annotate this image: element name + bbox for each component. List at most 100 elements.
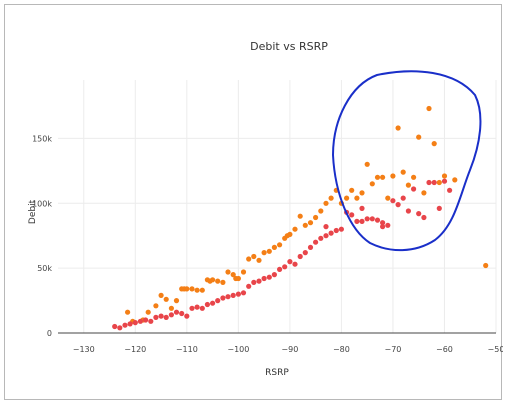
scatter-point-series-1[interactable] <box>261 250 267 256</box>
scatter-point-series-1[interactable] <box>359 190 365 196</box>
scatter-point-series-1[interactable] <box>271 244 277 250</box>
scatter-point-series-1[interactable] <box>189 286 195 292</box>
scatter-point-series-2[interactable] <box>235 291 241 297</box>
scatter-point-series-2[interactable] <box>194 304 200 310</box>
scatter-point-series-2[interactable] <box>307 244 314 250</box>
scatter-point-series-2[interactable] <box>282 264 288 270</box>
scatter-point-series-1[interactable] <box>441 173 448 179</box>
scatter-point-series-2[interactable] <box>220 295 226 301</box>
scatter-point-series-2[interactable] <box>400 195 406 201</box>
scatter-point-series-1[interactable] <box>225 269 231 275</box>
scatter-point-series-1[interactable] <box>385 195 391 201</box>
scatter-point-series-2[interactable] <box>385 222 391 228</box>
scatter-point-series-1[interactable] <box>297 213 303 219</box>
scatter-point-series-1[interactable] <box>411 174 417 180</box>
scatter-point-series-1[interactable] <box>421 190 427 196</box>
scatter-point-series-1[interactable] <box>364 161 370 167</box>
scatter-point-series-2[interactable] <box>416 211 422 217</box>
scatter-point-series-2[interactable] <box>292 261 298 267</box>
scatter-point-series-1[interactable] <box>374 174 381 180</box>
scatter-point-series-2[interactable] <box>349 212 355 218</box>
scatter-point-series-2[interactable] <box>112 323 118 330</box>
scatter-point-series-2[interactable] <box>246 283 252 289</box>
scatter-point-series-2[interactable] <box>302 250 308 256</box>
scatter-point-series-1[interactable] <box>163 296 169 302</box>
scatter-point-series-2[interactable] <box>287 259 293 265</box>
scatter-point-series-1[interactable] <box>328 195 334 201</box>
scatter-point-series-2[interactable] <box>318 235 324 241</box>
scatter-point-series-1[interactable] <box>344 195 350 201</box>
scatter-point-series-2[interactable] <box>369 216 375 222</box>
scatter-point-series-2[interactable] <box>297 253 303 260</box>
scatter-point-series-1[interactable] <box>251 253 257 260</box>
scatter-point-series-1[interactable] <box>318 208 324 214</box>
scatter-point-series-2[interactable] <box>132 320 138 326</box>
scatter-point-series-2[interactable] <box>137 318 143 324</box>
scatter-point-series-2[interactable] <box>199 305 205 311</box>
scatter-point-series-2[interactable] <box>323 233 329 239</box>
scatter-point-series-1[interactable] <box>426 105 432 112</box>
scatter-point-series-2[interactable] <box>426 179 432 186</box>
scatter-point-series-2[interactable] <box>323 224 329 230</box>
scatter-point-series-1[interactable] <box>168 305 174 311</box>
scatter-point-series-2[interactable] <box>277 266 283 272</box>
scatter-point-series-2[interactable] <box>374 217 381 223</box>
scatter-point-series-2[interactable] <box>148 318 154 324</box>
scatter-point-series-1[interactable] <box>323 200 329 206</box>
scatter-point-series-2[interactable] <box>380 220 386 226</box>
scatter-point-series-2[interactable] <box>266 274 272 280</box>
scatter-point-series-1[interactable] <box>395 125 401 131</box>
scatter-point-series-1[interactable] <box>416 134 422 140</box>
scatter-point-series-2[interactable] <box>204 301 210 308</box>
scatter-point-series-2[interactable] <box>333 227 339 234</box>
scatter-point-series-1[interactable] <box>452 177 458 183</box>
scatter-point-series-2[interactable] <box>441 178 448 184</box>
scatter-point-series-2[interactable] <box>313 239 319 245</box>
scatter-point-series-1[interactable] <box>287 231 293 237</box>
scatter-point-series-1[interactable] <box>199 287 205 293</box>
scatter-point-series-2[interactable] <box>168 312 174 318</box>
scatter-point-series-1[interactable] <box>240 269 247 275</box>
scatter-point-series-2[interactable] <box>436 205 442 211</box>
scatter-point-series-2[interactable] <box>143 317 149 323</box>
scatter-point-series-1[interactable] <box>266 248 272 254</box>
scatter-point-series-2[interactable] <box>328 230 334 236</box>
scatter-point-series-2[interactable] <box>184 313 190 319</box>
scatter-point-series-2[interactable] <box>117 325 123 331</box>
scatter-point-series-2[interactable] <box>447 187 453 193</box>
scatter-point-series-2[interactable] <box>225 294 231 300</box>
scatter-point-series-1[interactable] <box>256 257 262 263</box>
scatter-point-series-2[interactable] <box>405 208 411 214</box>
scatter-point-series-2[interactable] <box>230 292 236 298</box>
scatter-point-series-2[interactable] <box>251 279 257 285</box>
scatter-point-series-2[interactable] <box>359 205 365 211</box>
scatter-point-series-1[interactable] <box>235 275 241 282</box>
scatter-point-series-2[interactable] <box>256 278 262 284</box>
scatter-point-series-1[interactable] <box>307 220 314 226</box>
scatter-point-series-1[interactable] <box>153 303 159 309</box>
scatter-point-series-2[interactable] <box>411 186 417 192</box>
scatter-point-series-2[interactable] <box>364 216 370 222</box>
scatter-point-series-1[interactable] <box>354 195 360 201</box>
scatter-point-series-2[interactable] <box>261 275 267 282</box>
scatter-point-series-1[interactable] <box>436 179 442 186</box>
scatter-point-series-1[interactable] <box>158 292 164 298</box>
scatter-point-series-2[interactable] <box>390 198 396 204</box>
scatter-point-series-1[interactable] <box>145 309 151 315</box>
scatter-point-series-1[interactable] <box>380 174 386 180</box>
scatter-point-series-1[interactable] <box>184 286 190 292</box>
scatter-point-series-1[interactable] <box>313 214 319 221</box>
scatter-point-series-2[interactable] <box>179 310 185 317</box>
scatter-point-series-2[interactable] <box>215 298 221 304</box>
scatter-point-series-1[interactable] <box>483 262 489 269</box>
scatter-point-series-2[interactable] <box>395 202 401 208</box>
scatter-point-series-1[interactable] <box>292 226 298 232</box>
scatter-point-series-2[interactable] <box>189 305 195 311</box>
scatter-point-series-2[interactable] <box>240 290 247 296</box>
scatter-point-series-1[interactable] <box>431 141 437 147</box>
scatter-point-series-1[interactable] <box>277 242 283 248</box>
scatter-point-series-2[interactable] <box>271 272 277 278</box>
scatter-point-series-1[interactable] <box>302 222 308 228</box>
scatter-point-series-2[interactable] <box>380 224 386 230</box>
scatter-point-series-1[interactable] <box>194 287 200 293</box>
